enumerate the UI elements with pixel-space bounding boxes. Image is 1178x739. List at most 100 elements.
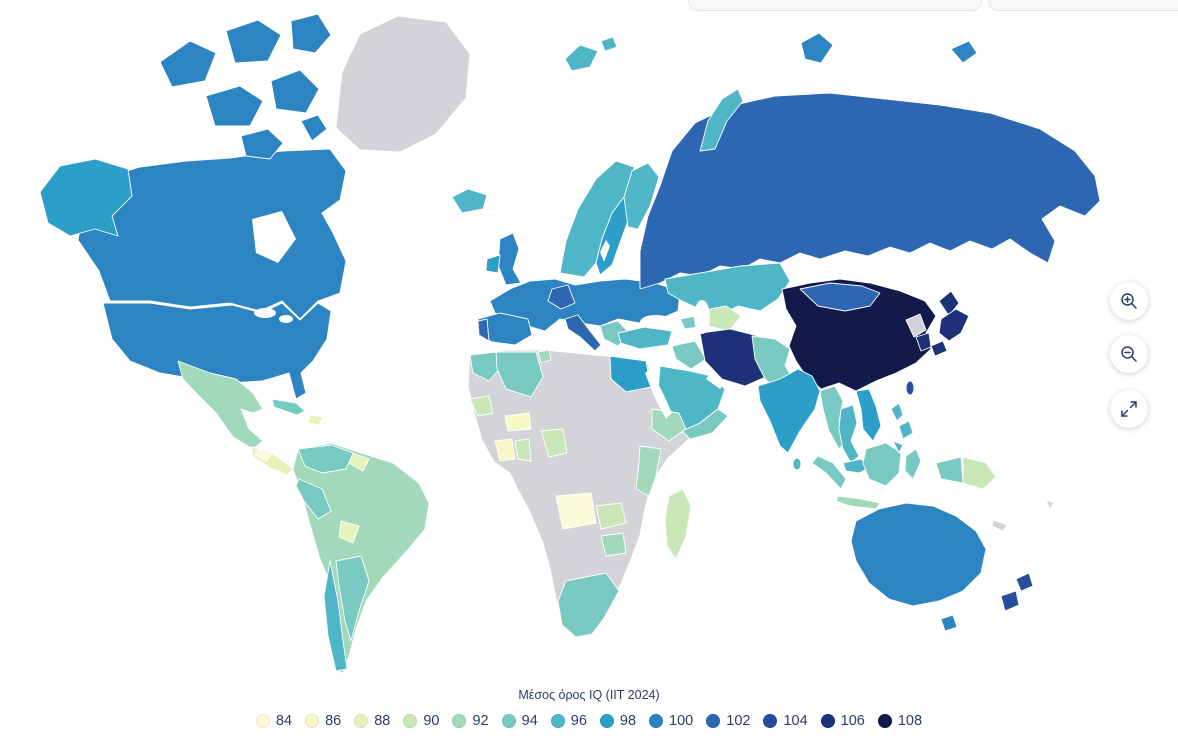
region-nigeria[interactable] [540, 428, 568, 458]
region-japan[interactable] [938, 308, 970, 342]
region-zimbabwe-botswana[interactable] [600, 532, 627, 557]
region-greenland[interactable] [335, 15, 471, 153]
region-tasmania[interactable] [940, 614, 958, 632]
region-svalbard[interactable] [600, 36, 618, 52]
legend-item[interactable]: 104 [763, 713, 808, 729]
region-germany[interactable] [547, 284, 576, 310]
region-novaya-zemlya[interactable] [699, 88, 744, 152]
region-russia[interactable] [639, 92, 1101, 290]
region-zambia[interactable] [595, 502, 627, 530]
region-central-asia[interactable] [664, 262, 791, 317]
region-argentina[interactable] [335, 555, 370, 642]
region-peru[interactable] [295, 478, 332, 520]
region-cuba[interactable] [271, 398, 306, 416]
region-philippines[interactable] [898, 420, 914, 440]
legend-item[interactable]: 88 [354, 713, 390, 729]
region-new-caledonia[interactable] [991, 519, 1008, 532]
legend-color-dot [354, 714, 369, 728]
region-tunisia[interactable] [537, 349, 552, 364]
region-usa[interactable] [102, 302, 332, 400]
region-philippines[interactable] [890, 402, 904, 422]
region-bolivia-paraguay[interactable] [338, 520, 360, 544]
caspian-sea [694, 300, 710, 334]
region-south-africa[interactable] [557, 572, 620, 638]
region-alaska[interactable] [39, 158, 133, 237]
region-java[interactable] [835, 495, 881, 510]
region-guyana[interactable] [348, 452, 370, 472]
region-ghana[interactable] [514, 438, 532, 462]
legend-item[interactable]: 94 [501, 713, 538, 729]
region-china[interactable] [781, 278, 937, 392]
region-canada-island[interactable] [225, 19, 282, 64]
region-central-america-patch[interactable] [254, 448, 272, 462]
legend-item[interactable]: 98 [599, 713, 636, 729]
region-thailand[interactable] [838, 404, 860, 464]
legend-item[interactable]: 102 [706, 713, 750, 729]
region-ethiopia[interactable] [651, 408, 687, 442]
region-chile[interactable] [323, 560, 348, 672]
region-colombia-venezuela[interactable] [297, 444, 354, 474]
region-iraq-syria[interactable] [671, 340, 707, 370]
legend-color-dot [649, 714, 664, 728]
region-morocco[interactable] [469, 351, 502, 382]
region-taiwan[interactable] [905, 380, 915, 396]
region-canada-island[interactable] [290, 13, 332, 54]
region-iceland[interactable] [451, 188, 488, 214]
region-canada-island[interactable] [240, 128, 284, 160]
legend-item[interactable]: 84 [255, 713, 292, 729]
region-australia[interactable] [850, 502, 987, 607]
region-finland[interactable] [623, 162, 660, 230]
region-angola[interactable] [555, 492, 597, 530]
region-severnaya-zemlya[interactable] [800, 32, 834, 64]
region-canada-island[interactable] [205, 85, 264, 127]
region-italy[interactable] [564, 314, 602, 352]
region-ivory-coast[interactable] [494, 438, 516, 462]
legend-item[interactable]: 96 [550, 713, 587, 729]
region-philippines[interactable] [892, 440, 904, 454]
top-partial-control[interactable] [988, 0, 1178, 11]
region-canada[interactable] [77, 148, 347, 320]
region-yemen-oman[interactable] [681, 408, 729, 440]
region-sahel[interactable] [504, 412, 532, 432]
region-india[interactable] [757, 368, 821, 454]
region-borneo[interactable] [862, 442, 902, 487]
region-sulawesi[interactable] [904, 448, 922, 480]
region-senegal[interactable] [469, 395, 494, 417]
region-canada-island[interactable] [159, 40, 217, 88]
region-japan[interactable] [938, 290, 960, 317]
region-sri-lanka[interactable] [792, 457, 802, 471]
region-fiji[interactable] [1045, 499, 1055, 510]
region-north-korea[interactable] [905, 313, 927, 338]
region-hispaniola[interactable] [307, 414, 324, 426]
region-kenya-tanzania[interactable] [635, 445, 662, 497]
region-madagascar[interactable] [664, 488, 692, 560]
fullscreen-button[interactable] [1110, 390, 1148, 428]
legend-value: 92 [472, 713, 489, 729]
region-japan[interactable] [930, 340, 948, 357]
region-new-guinea-east[interactable] [962, 456, 997, 490]
region-arctic-island[interactable] [950, 40, 978, 64]
legend-item[interactable]: 108 [877, 713, 922, 729]
region-new-zealand[interactable] [1000, 590, 1020, 612]
region-canada-island[interactable] [270, 69, 320, 114]
region-portugal[interactable] [477, 318, 490, 342]
region-mexico[interactable] [177, 360, 264, 450]
region-sumatra[interactable] [811, 455, 847, 490]
legend-item[interactable]: 92 [452, 713, 489, 729]
region-new-guinea-west[interactable] [935, 456, 964, 484]
region-new-zealand[interactable] [1015, 572, 1034, 592]
region-svalbard[interactable] [564, 44, 599, 72]
legend-item[interactable]: 90 [403, 713, 439, 729]
legend-item[interactable]: 106 [820, 713, 865, 729]
region-uk[interactable] [497, 232, 522, 286]
zoom-out-button[interactable] [1110, 335, 1148, 373]
region-algeria[interactable] [495, 351, 544, 398]
region-ireland[interactable] [485, 254, 501, 274]
region-canada-island[interactable] [300, 114, 328, 142]
region-vietnam[interactable] [855, 388, 882, 442]
zoom-in-button[interactable] [1110, 282, 1148, 320]
region-mongolia[interactable] [799, 282, 881, 312]
region-egypt[interactable] [609, 355, 652, 393]
legend-item[interactable]: 100 [649, 713, 693, 729]
legend-item[interactable]: 86 [305, 713, 341, 729]
